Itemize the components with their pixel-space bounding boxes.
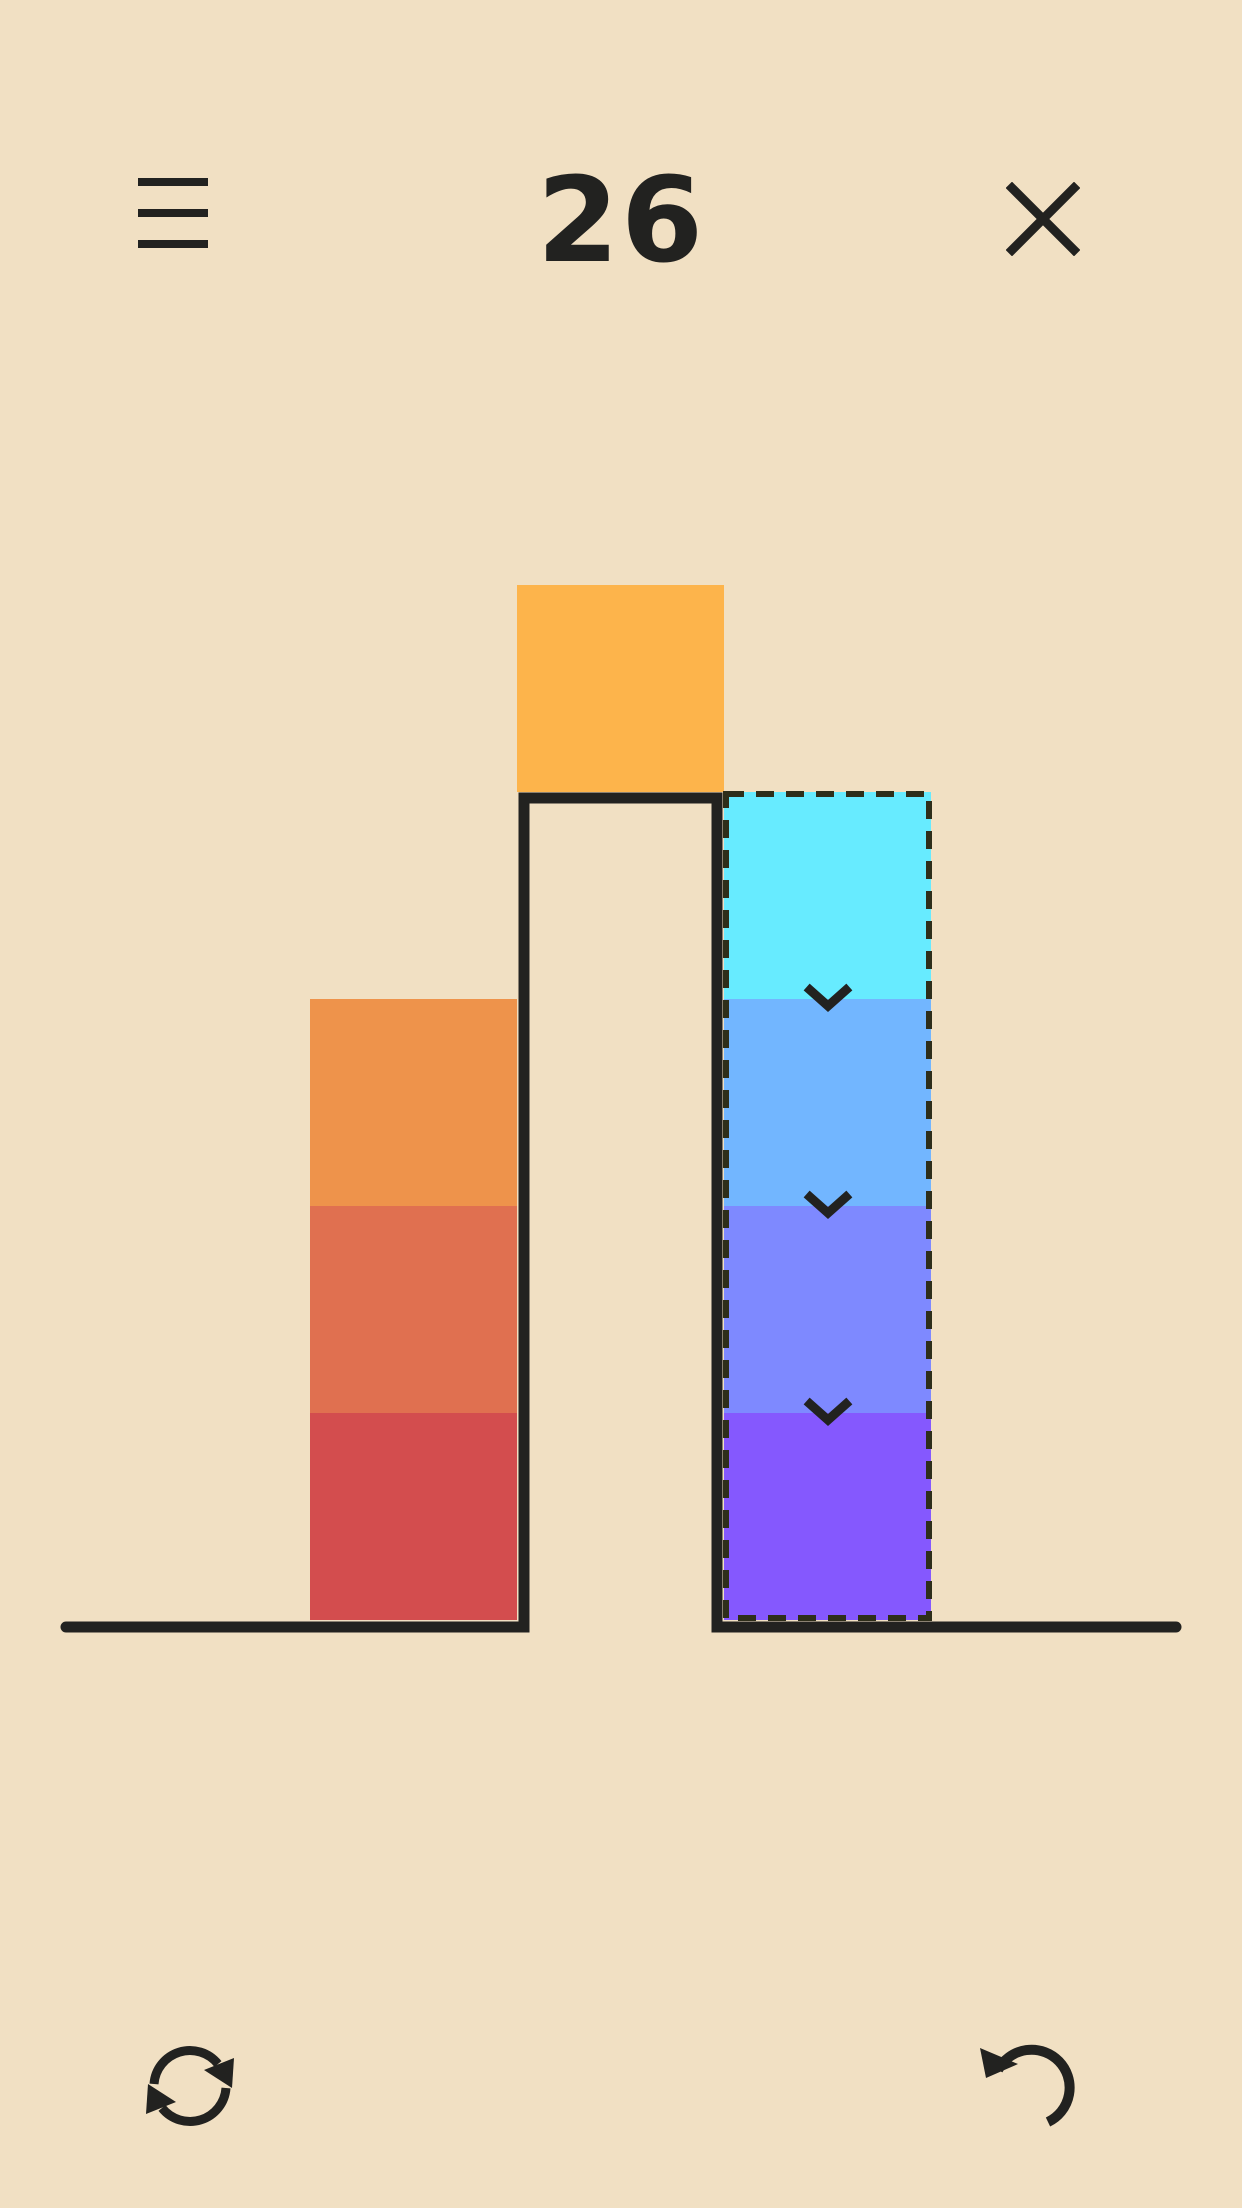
selected-stack[interactable] (723, 791, 932, 1621)
restart-icon[interactable] (130, 2026, 250, 2146)
menu-icon[interactable] (136, 176, 210, 250)
block-cyan[interactable] (724, 792, 931, 999)
undo-icon[interactable] (972, 2036, 1082, 2146)
chevron-down-icon (803, 1190, 853, 1220)
chevron-down-icon (803, 1397, 853, 1427)
block-orange-red[interactable] (310, 1206, 517, 1413)
block-red[interactable] (310, 1413, 517, 1620)
chevron-down-icon (803, 983, 853, 1013)
block-yellow[interactable] (517, 585, 724, 792)
block-periwinkle[interactable] (724, 1206, 931, 1413)
block-violet[interactable] (724, 1413, 931, 1620)
ground-line (60, 792, 1182, 1633)
block-orange[interactable] (310, 999, 517, 1206)
close-icon[interactable] (1006, 182, 1080, 256)
block-light-blue[interactable] (724, 999, 931, 1206)
selection-outline (723, 791, 932, 1621)
level-number: 26 (536, 151, 706, 289)
